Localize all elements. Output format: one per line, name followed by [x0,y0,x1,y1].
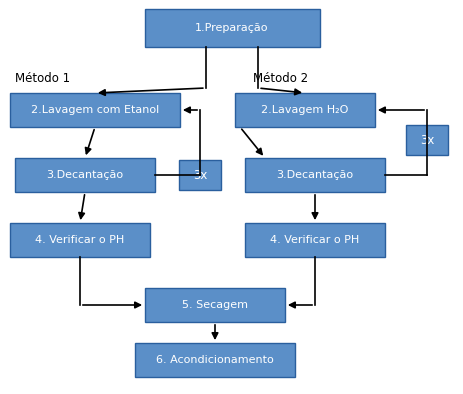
FancyBboxPatch shape [179,160,220,190]
Text: 3x: 3x [419,134,433,147]
Text: 3x: 3x [193,169,207,182]
FancyBboxPatch shape [144,9,319,47]
Text: 3.Decantação: 3.Decantação [276,170,353,180]
Text: 6. Acondicionamento: 6. Acondicionamento [156,355,273,365]
Text: Método 2: Método 2 [252,71,307,84]
FancyBboxPatch shape [244,223,384,257]
Text: 1.Preparação: 1.Preparação [195,23,268,33]
FancyBboxPatch shape [234,93,374,127]
FancyBboxPatch shape [15,158,155,192]
FancyBboxPatch shape [405,125,447,155]
FancyBboxPatch shape [10,93,180,127]
Text: 2.Lavagem H₂O: 2.Lavagem H₂O [261,105,348,115]
Text: Método 1: Método 1 [15,71,70,84]
Text: 4. Verificar o PH: 4. Verificar o PH [270,235,359,245]
FancyBboxPatch shape [145,288,284,322]
Text: 4. Verificar o PH: 4. Verificar o PH [35,235,125,245]
Text: 3.Decantação: 3.Decantação [46,170,123,180]
Text: 5. Secagem: 5. Secagem [181,300,247,310]
FancyBboxPatch shape [244,158,384,192]
FancyBboxPatch shape [135,343,294,377]
FancyBboxPatch shape [10,223,150,257]
Text: 2.Lavagem com Etanol: 2.Lavagem com Etanol [31,105,159,115]
